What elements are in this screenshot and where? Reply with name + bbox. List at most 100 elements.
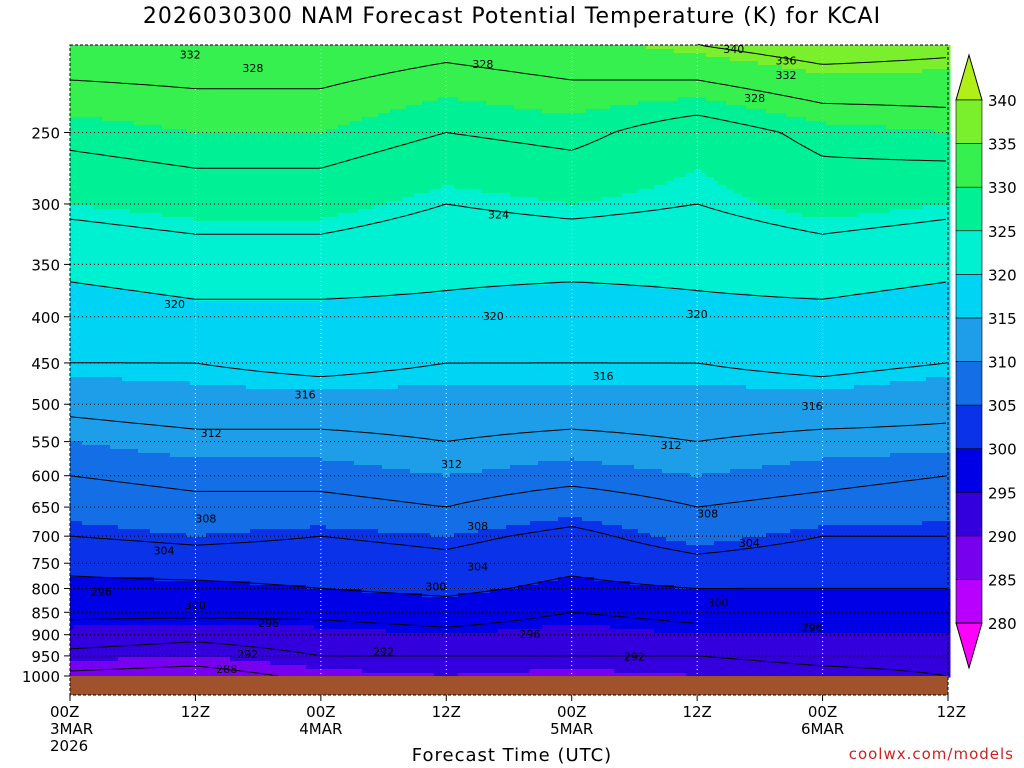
y-tick-label: 900 xyxy=(31,627,60,645)
contour-label: 312 xyxy=(441,458,462,471)
contour-label: 312 xyxy=(661,439,682,452)
x-tick-label: 12Z xyxy=(937,703,966,721)
plot-area xyxy=(70,45,951,678)
colorbar-bin xyxy=(955,404,983,449)
colorbar-bin xyxy=(955,143,983,188)
contour-label: 328 xyxy=(242,62,263,75)
y-tick-label: 650 xyxy=(31,499,60,517)
colorbar-bin xyxy=(955,579,983,624)
contour-label: 328 xyxy=(472,58,493,71)
chart-title: 2026030300 NAM Forecast Potential Temper… xyxy=(0,4,1024,29)
ground-below-surface xyxy=(70,676,948,695)
y-tick-label: 500 xyxy=(31,396,60,414)
colorbar-label: 315 xyxy=(988,310,1017,328)
contour-label: 292 xyxy=(237,648,258,661)
contour-line-312 xyxy=(69,416,947,443)
contour-labels: 332 328 328 340 336 332 328 324 320 320 320 316 316 3… xyxy=(91,43,823,676)
contour-line-320 xyxy=(69,281,947,300)
contour-label: 316 xyxy=(295,389,316,402)
credit-text: coolwx.com/models xyxy=(849,745,1014,763)
contour-label: 304 xyxy=(154,544,175,557)
contour-line-288 xyxy=(69,665,279,677)
y-tick-label: 550 xyxy=(31,434,60,452)
contour-label: 300 xyxy=(185,599,206,612)
contour-label: 308 xyxy=(697,508,718,521)
y-tick-label: 450 xyxy=(31,355,60,373)
y-tick-label: 300 xyxy=(31,196,60,214)
colorbar-bin xyxy=(955,274,983,319)
contour-label: 292 xyxy=(373,646,394,659)
contour-line-292 xyxy=(69,641,947,677)
contour-label: 296 xyxy=(91,585,112,598)
y-tick-label: 950 xyxy=(31,648,60,666)
contour-lines xyxy=(69,43,947,677)
y-tick-label: 800 xyxy=(31,581,60,599)
pressure-axis: 250 300 350 400 450 500 550 600 650 700 750 800 850 9… xyxy=(22,124,70,686)
colorbar-label: 310 xyxy=(988,354,1017,372)
colorbar-bin xyxy=(955,186,983,232)
contour-label: 296 xyxy=(519,628,540,641)
colorbar-label: 295 xyxy=(988,484,1017,502)
contour-label: 328 xyxy=(744,92,765,105)
colorbar-label: 300 xyxy=(988,441,1017,459)
x-tick-label: 4MAR xyxy=(299,720,342,738)
contour-line-336 xyxy=(697,43,947,65)
colorbar-bin xyxy=(955,491,983,537)
colorbar-label: 280 xyxy=(988,615,1017,633)
contour-label: 308 xyxy=(195,512,216,525)
y-tick-label: 1000 xyxy=(22,668,60,686)
y-tick-label: 250 xyxy=(31,124,60,142)
colorbar-bin xyxy=(955,317,983,362)
colorbar-bin xyxy=(955,535,983,580)
contour-line-332 xyxy=(69,61,947,108)
colorbar-label: 285 xyxy=(988,571,1017,589)
y-tick-label: 700 xyxy=(31,528,60,546)
colorbar-label: 290 xyxy=(988,528,1017,546)
contour-label: 320 xyxy=(687,308,708,321)
contour-label: 300 xyxy=(425,581,446,594)
contour-label: 320 xyxy=(164,298,185,311)
contour-label: 308 xyxy=(467,520,488,533)
colorbar-bin xyxy=(955,361,983,406)
contour-label: 320 xyxy=(483,310,504,323)
contour-line-324 xyxy=(69,203,947,235)
contour-label: 312 xyxy=(201,427,222,440)
y-tick-label: 400 xyxy=(31,309,60,327)
colorbar-label: 305 xyxy=(988,397,1017,415)
contour-label: 296 xyxy=(258,617,279,630)
contour-line-300 xyxy=(69,575,946,597)
colorbar-label: 320 xyxy=(988,266,1017,284)
x-tick-label: 12Z xyxy=(181,703,210,721)
colorbar-label: 335 xyxy=(988,136,1017,154)
contour-label: 288 xyxy=(216,663,237,676)
contour-label: 340 xyxy=(723,43,744,56)
x-tick-label: 00Z xyxy=(557,703,586,721)
x-axis-label: Forecast Time (UTC) xyxy=(0,745,1024,766)
contour-label: 332 xyxy=(775,69,796,82)
colorbar-label: 325 xyxy=(988,223,1017,241)
contour-line-296 xyxy=(69,612,946,628)
colorbar-label: 340 xyxy=(988,92,1017,110)
contour-label: 304 xyxy=(467,560,488,573)
y-tick-label: 750 xyxy=(31,555,60,573)
y-tick-label: 850 xyxy=(31,604,60,622)
contour-label: 300 xyxy=(708,596,729,609)
colorbar-legend: 280 285 290 295 300 305 310 315 320 325 330 335 340 xyxy=(955,53,1017,670)
plot-frame xyxy=(69,44,949,696)
x-tick-label: 2026 xyxy=(50,737,88,755)
contour-line-328 xyxy=(69,114,947,169)
contour-label: 296 xyxy=(802,622,823,635)
contour-line-304 xyxy=(69,526,946,555)
x-tick-label: 6MAR xyxy=(801,720,844,738)
y-tick-label: 600 xyxy=(31,468,60,486)
contour-label: 316 xyxy=(593,370,614,383)
contour-label: 324 xyxy=(488,208,509,221)
contour-line-308 xyxy=(69,475,947,508)
contour-label: 304 xyxy=(739,537,760,550)
colorbar-bin xyxy=(955,448,983,493)
contour-label: 292 xyxy=(624,651,645,664)
colorbar-bin xyxy=(955,99,983,144)
x-tick-label: 5MAR xyxy=(550,720,593,738)
x-tick-label: 00Z xyxy=(306,703,335,721)
